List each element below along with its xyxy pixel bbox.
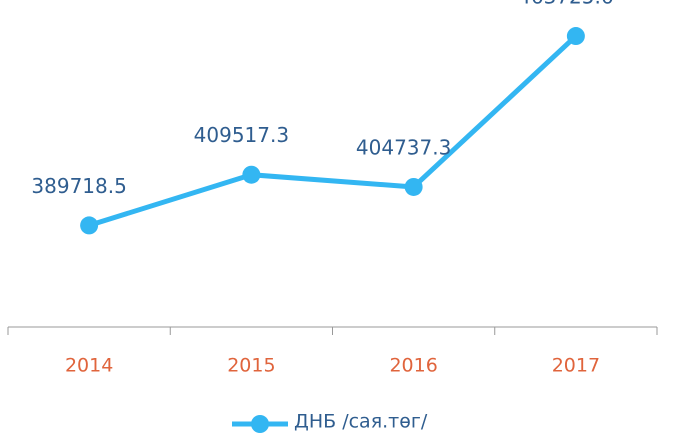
legend-label: ДНБ /сая.төг/ [294,411,428,433]
point [242,165,261,184]
x-tick-label: 2017 [552,355,600,377]
series-line [88,34,578,228]
value-label: 463725.6 [518,0,613,9]
point [566,27,585,46]
value-label: 404737.3 [356,135,451,159]
value-label: 389718.5 [31,174,126,198]
value-label: 409517.3 [194,123,289,147]
point [80,216,99,235]
x-tick-label: 2014 [65,355,113,377]
legend-marker [251,415,269,433]
point [404,177,423,196]
x-tick-label: 2015 [227,355,275,377]
x-tick-label: 2016 [389,355,437,377]
